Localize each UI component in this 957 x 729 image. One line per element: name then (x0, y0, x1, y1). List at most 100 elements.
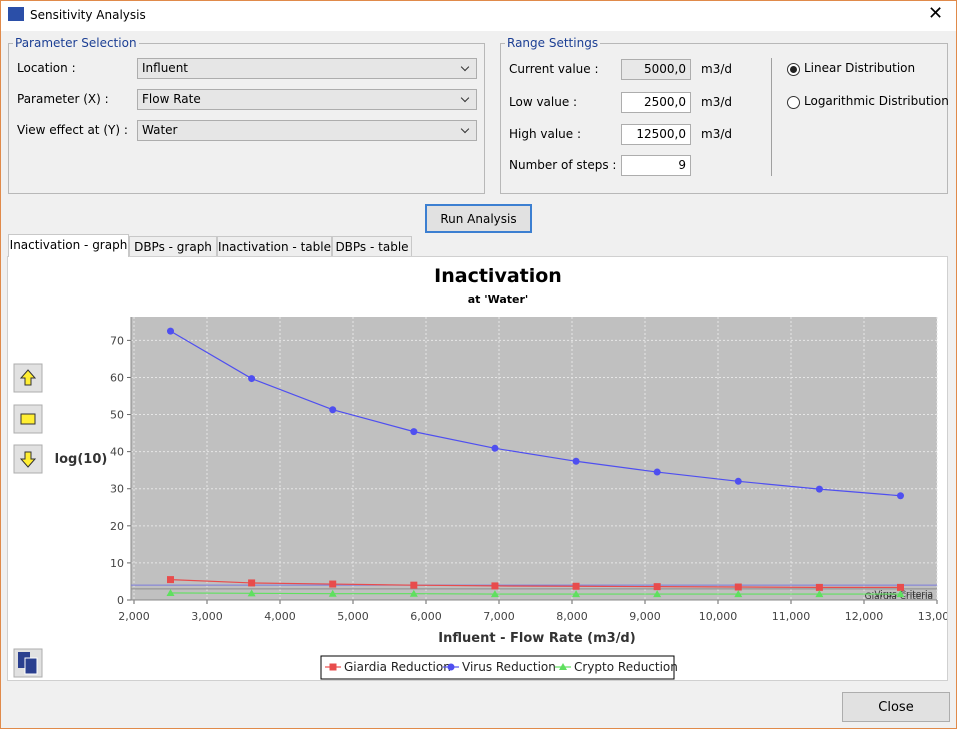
radio-button[interactable] (787, 96, 800, 109)
group-title: Parameter Selection (13, 36, 139, 50)
data-point (490, 590, 499, 598)
x-tick-label: 8,000 (556, 610, 588, 623)
tab[interactable]: Inactivation - graph (8, 234, 129, 257)
data-point (166, 588, 175, 596)
data-point (897, 492, 904, 500)
legend-label: Giardia Reduction (344, 660, 451, 674)
icon (24, 657, 38, 675)
x-tick-label: 7,000 (483, 610, 515, 623)
data-point (897, 583, 904, 591)
combo-box[interactable]: Flow Rate (137, 89, 477, 110)
chart-subtitle: at 'Water' (468, 293, 529, 306)
data-point (734, 583, 742, 591)
field-label: View effect at (Y) : (17, 123, 128, 137)
data-point (167, 576, 174, 584)
x-tick-label: 9,000 (629, 610, 661, 623)
title-bar: Sensitivity Analysis ✕ (0, 0, 957, 31)
data-point (247, 589, 256, 597)
text-input[interactable]: 2500,0 (621, 92, 691, 113)
text-input[interactable]: 12500,0 (621, 124, 691, 145)
legend-label: Crypto Reduction (574, 660, 678, 674)
legend-box (320, 655, 675, 680)
series-line (170, 330, 901, 497)
text-input: 5000,0 (621, 59, 691, 80)
data-point (653, 583, 661, 591)
tab[interactable]: DBPs - graph (129, 236, 217, 257)
y-axis-label: log(10) (55, 452, 108, 467)
icon (19, 369, 37, 386)
unit-label: m3/d (701, 95, 732, 109)
data-point (815, 485, 823, 493)
y-tick-label: 40 (110, 446, 124, 459)
icon (19, 451, 37, 468)
data-point (329, 580, 337, 588)
legend-label: Virus Reduction (462, 660, 556, 674)
data-point (572, 582, 580, 590)
field-label: Current value : (509, 62, 599, 76)
x-tick-label: 5,000 (337, 610, 369, 623)
data-point (491, 444, 499, 452)
field-label: Parameter (X) : (17, 92, 109, 106)
close-button[interactable]: Close (842, 692, 950, 722)
field-label: Low value : (509, 95, 578, 109)
data-point (815, 583, 823, 591)
close-x[interactable]: ✕ (928, 3, 944, 24)
legend-marker (329, 663, 337, 671)
y-tick-label: 0 (117, 594, 124, 607)
icon (20, 413, 36, 425)
x-tick-label: 11,000 (772, 610, 811, 623)
tab[interactable]: DBPs - table (332, 236, 412, 257)
criteria-label: Virus Criteria (874, 590, 933, 600)
data-point (410, 581, 418, 589)
data-point (572, 590, 581, 598)
data-point (572, 457, 580, 465)
legend-marker (559, 663, 567, 670)
plot-area (131, 317, 937, 600)
text-input[interactable]: 9 (621, 155, 691, 176)
x-tick-label: 3,000 (191, 610, 223, 623)
data-point (248, 375, 256, 383)
group-title: Range Settings (505, 36, 601, 50)
y-tick-label: 10 (110, 557, 124, 570)
x-tick-label: 6,000 (410, 610, 442, 623)
app-icon (8, 7, 24, 21)
y-tick-label: 30 (110, 483, 124, 496)
chart-panel: Inactivation at 'Water' 0 10 20 30 40 50 60 70 2,0… (7, 256, 948, 681)
data-point (896, 590, 905, 598)
y-tick-label: 20 (110, 520, 124, 533)
x-axis-label: Influent - Flow Rate (m3/d) (438, 631, 635, 646)
radio-label[interactable]: Logarithmic Distribution (804, 94, 949, 108)
radio-button[interactable] (787, 63, 800, 76)
data-point (409, 589, 418, 597)
group-box (8, 43, 485, 194)
data-point (653, 590, 662, 598)
x-tick-label: 13,000 (918, 610, 948, 623)
data-point (167, 327, 174, 335)
x-tick-label: 2,000 (118, 610, 150, 623)
data-point (653, 468, 661, 476)
y-tick-label: 60 (110, 371, 124, 384)
series-line (170, 592, 901, 595)
data-point (410, 428, 418, 436)
data-point (815, 590, 824, 598)
data-point (248, 579, 256, 587)
combo-box[interactable]: Influent (137, 58, 477, 79)
window-title: Sensitivity Analysis (30, 8, 146, 22)
field-label: High value : (509, 127, 582, 141)
radio-dot (790, 66, 797, 73)
chart-title: Inactivation (434, 265, 562, 287)
y-tick-label: 50 (110, 409, 124, 422)
run-button[interactable]: Run Analysis (425, 204, 532, 233)
tab[interactable]: Inactivation - table (217, 236, 332, 257)
data-point (734, 477, 742, 485)
group-box (500, 43, 948, 194)
series-line (170, 579, 901, 588)
radio-label[interactable]: Linear Distribution (804, 61, 916, 75)
y-tick-label: 70 (110, 334, 124, 347)
combo-box[interactable]: Water (137, 120, 477, 141)
data-point (329, 406, 337, 414)
unit-label: m3/d (701, 62, 732, 76)
x-tick-label: 10,000 (699, 610, 738, 623)
field-label: Location : (17, 61, 76, 75)
